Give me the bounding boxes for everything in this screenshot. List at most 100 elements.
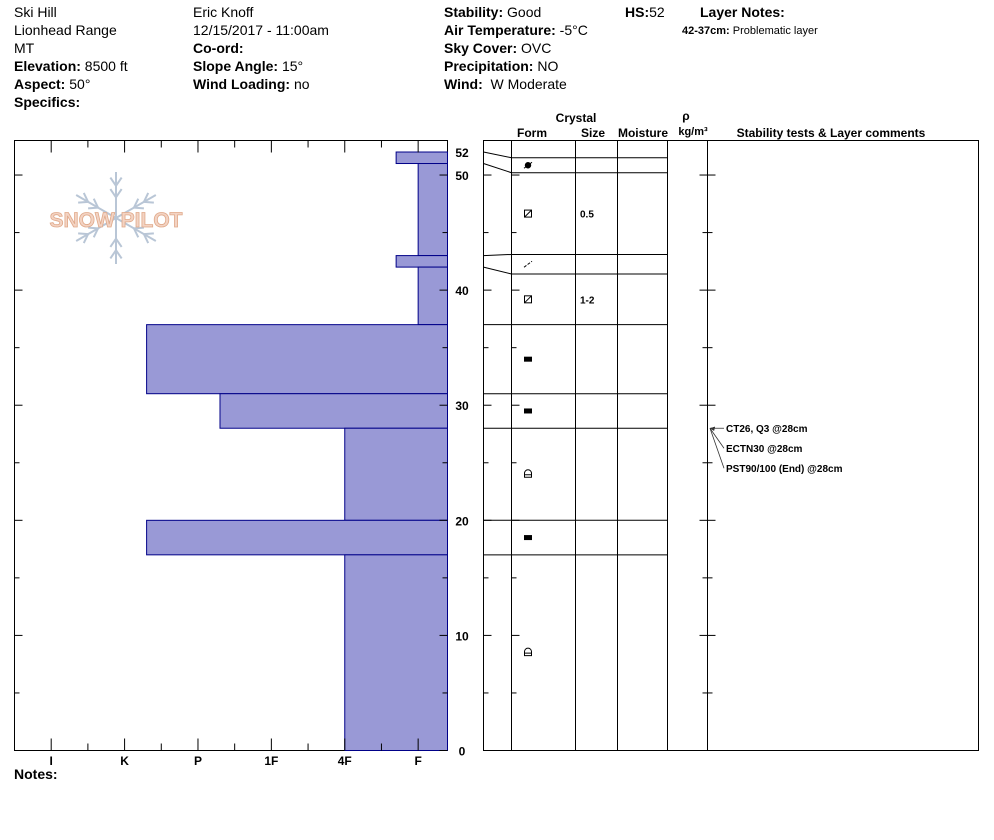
hardness-bar-3: [417, 266, 449, 326]
sky-value: OVC: [521, 40, 552, 56]
hs-label: HS:: [625, 4, 650, 20]
hardness-label-I: I: [50, 754, 53, 768]
slope-row: Slope Angle: 15°: [193, 57, 329, 75]
logo-text: SNOW PILOT: [50, 209, 183, 232]
col-header-rho: ρ: [682, 109, 689, 123]
crystal-form-faceted-rounded-icon: [524, 209, 532, 218]
boundary-connector: [483, 266, 512, 275]
hardness-axis-labels: I K P 1F 4F F: [50, 754, 422, 768]
crystal-form-ice-crust-icon: [524, 535, 532, 541]
hardness-bar-1: [417, 163, 449, 257]
stability-test-1: ECTN30 @28cm: [726, 444, 803, 455]
elevation-value: 8500 ft: [84, 58, 128, 74]
elevation-label: Elevation:: [14, 58, 81, 74]
notes-label: Notes:: [14, 766, 58, 782]
depth-label-52: 52: [455, 146, 469, 160]
col-header-form: Form: [517, 126, 547, 140]
snowpilot-logo: SNOW PILOT: [49, 172, 183, 264]
crystal-size-3: 1-2: [580, 295, 595, 306]
depth-axis-labels: 0 10 20 30 40 50 52: [455, 146, 469, 758]
specifics-row: Specifics:: [14, 93, 128, 111]
precip-value: NO: [537, 58, 559, 74]
elevation-row: Elevation: 8500 ft: [14, 57, 128, 75]
stability-label: Stability:: [444, 4, 504, 20]
stability-value: Good: [507, 4, 542, 20]
hardness-label-P: P: [194, 754, 202, 768]
depth-label-20: 20: [455, 514, 469, 528]
crystal-size-1: 0.5: [580, 210, 594, 221]
crystal-form-depth-hoar-icon: [524, 469, 532, 478]
air-temp-row: Air Temperature: -5°C: [444, 21, 588, 39]
hs-row: HS:52: [625, 3, 665, 21]
header-col-location: Ski Hill Lionhead Range MT Elevation: 85…: [14, 3, 128, 111]
boundary-connector: [483, 163, 512, 174]
wind-row: Wind: W Moderate: [444, 75, 588, 93]
precip-row: Precipitation: NO: [444, 57, 588, 75]
depth-label-40: 40: [455, 284, 469, 298]
stability-test-2: PST90/100 (End) @28cm: [726, 464, 843, 475]
hs-value: 52: [649, 4, 665, 20]
air-temp-value: -5°C: [559, 22, 588, 38]
stability-test-0: CT26, Q3 @28cm: [726, 424, 808, 435]
col-header-moisture: Moisture: [618, 126, 668, 140]
aspect-row: Aspect: 50°: [14, 75, 128, 93]
wind-label: Wind:: [444, 76, 483, 92]
boundary-connector: [483, 253, 512, 257]
header-col-observer: Eric Knoff 12/15/2017 - 11:00am Co-ord: …: [193, 3, 329, 93]
aspect-label: Aspect:: [14, 76, 66, 92]
crystal-form-graupel-icon: [523, 161, 533, 169]
crystal-form-ice-crust-icon: [524, 408, 532, 414]
snowflake-icon: [75, 172, 157, 264]
sky-label: Sky Cover:: [444, 40, 518, 56]
layer-note-range: 42-37cm:: [682, 25, 730, 37]
hardness-label-F: F: [414, 754, 421, 768]
depth-axis-ticks: [14, 174, 716, 751]
observer: Eric Knoff: [193, 4, 254, 20]
precip-label: Precipitation:: [444, 58, 534, 74]
hardness-label-1F: 1F: [264, 754, 278, 768]
col-header-stability: Stability tests & Layer comments: [737, 126, 926, 140]
stability-test-pointer: [709, 428, 725, 469]
slope-label: Slope Angle:: [193, 58, 279, 74]
arrowhead-icon: [710, 426, 715, 431]
wind-loading-label: Wind Loading:: [193, 76, 291, 92]
depth-label-0: 0: [459, 745, 466, 759]
col-header-size: Size: [581, 126, 605, 140]
col-header-density-unit: kg/m³: [678, 126, 708, 138]
crystal-form-ice-crust-icon: [524, 356, 532, 362]
crystal-form-faceted-rounded-icon: [524, 295, 532, 304]
hardness-bar-4: [146, 324, 449, 395]
hardness-bar-7: [146, 519, 449, 556]
layer-notes: Layer Notes:: [700, 3, 785, 21]
hardness-bar-0: [395, 151, 448, 165]
slope-value: 15°: [281, 58, 304, 74]
crystal-form-surface-hoar-line-icon: [523, 260, 533, 268]
aspect-value: 50°: [69, 76, 91, 92]
depth-label-10: 10: [455, 629, 469, 643]
notes-row: Notes:: [14, 765, 58, 783]
layer-note: 42-37cm: Problematic layer: [682, 22, 818, 40]
depth-label-30: 30: [455, 399, 469, 413]
wind-value: W Moderate: [490, 76, 567, 92]
layer-grid-frame: [483, 140, 979, 751]
hardness-bar-8: [344, 554, 449, 751]
hardness-label-4F: 4F: [338, 754, 352, 768]
hardness-bar-5: [219, 393, 448, 429]
datetime: 12/15/2017 - 11:00am: [193, 22, 329, 38]
layer-grid-lines: [483, 140, 708, 751]
sky-row: Sky Cover: OVC: [444, 39, 588, 57]
coord-row: Co-ord:: [193, 39, 329, 57]
depth-label-50: 50: [455, 169, 469, 183]
range: Lionhead Range: [14, 22, 117, 38]
boundary-connector: [483, 151, 512, 159]
specifics-label: Specifics:: [14, 94, 81, 110]
crystal-layers: 0.5 1-2: [523, 161, 595, 657]
stability-tests: CT26, Q3 @28cm ECTN30 @28cm PST90/100 (End…: [709, 424, 843, 475]
stability-test-pointer: [709, 428, 725, 449]
location: Ski Hill: [14, 4, 57, 20]
col-header-crystal: Crystal: [556, 111, 597, 125]
layer-notes-label: Layer Notes:: [700, 4, 785, 20]
wind-loading-value: no: [293, 76, 310, 92]
header-col-conditions: Stability: Good Air Temperature: -5°C Sk…: [444, 3, 588, 93]
crystal-form-depth-hoar-icon: [524, 647, 532, 657]
